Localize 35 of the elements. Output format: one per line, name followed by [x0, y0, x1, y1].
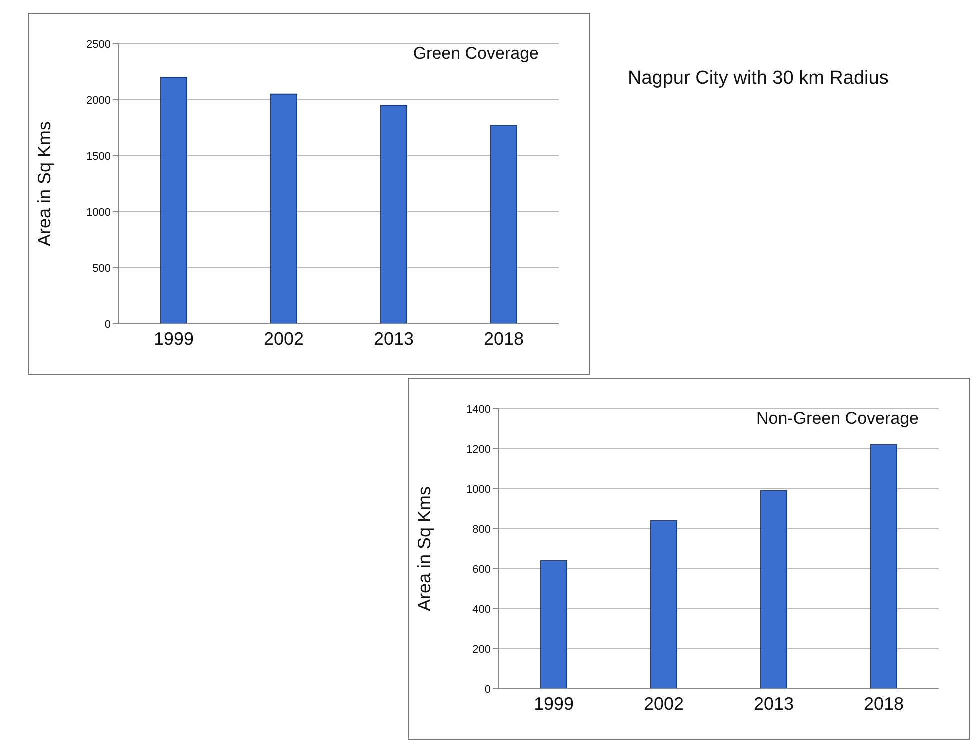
x-tick-label: 2013	[754, 694, 794, 714]
y-tick-label: 200	[472, 644, 491, 656]
x-tick-label: 1999	[154, 328, 194, 349]
bar	[760, 490, 788, 689]
bar	[540, 560, 568, 689]
bar	[270, 94, 298, 324]
bar	[380, 105, 408, 324]
y-axis-title: Area in Sq Kms	[414, 486, 434, 612]
y-tick-label: 400	[472, 604, 491, 616]
text: Nagpur City with 30 km Radius	[628, 68, 889, 90]
y-tick-label: 600	[472, 564, 491, 576]
y-tick-label: 1500	[86, 150, 111, 163]
y-tick-label: 0	[104, 318, 111, 331]
y-tick-label: 500	[92, 262, 111, 275]
x-tick-label: 2018	[864, 694, 904, 714]
x-tick-label: 2002	[264, 328, 304, 349]
y-tick-label: 1000	[86, 206, 111, 219]
x-tick-label: 2018	[484, 328, 524, 349]
y-axis-title: Area in Sq Kms	[34, 121, 54, 247]
bar	[650, 520, 678, 689]
y-tick-label: 800	[472, 524, 491, 536]
y-tick-label: 2000	[86, 94, 111, 107]
y-tick-label: 1200	[466, 444, 491, 456]
x-tick-label: 1999	[534, 694, 574, 714]
chart-title: Green Coverage	[413, 44, 539, 64]
chart-title: Non-Green Coverage	[756, 409, 919, 429]
bar	[870, 444, 898, 689]
x-tick-label: 2013	[374, 328, 414, 349]
y-tick-label: 1000	[466, 484, 491, 496]
y-tick-label: 2500	[86, 38, 111, 51]
y-tick-label: 1400	[466, 404, 491, 416]
y-tick-label: 0	[484, 684, 491, 696]
bar	[490, 125, 518, 324]
x-tick-label: 2002	[644, 694, 684, 714]
bar	[160, 77, 188, 324]
